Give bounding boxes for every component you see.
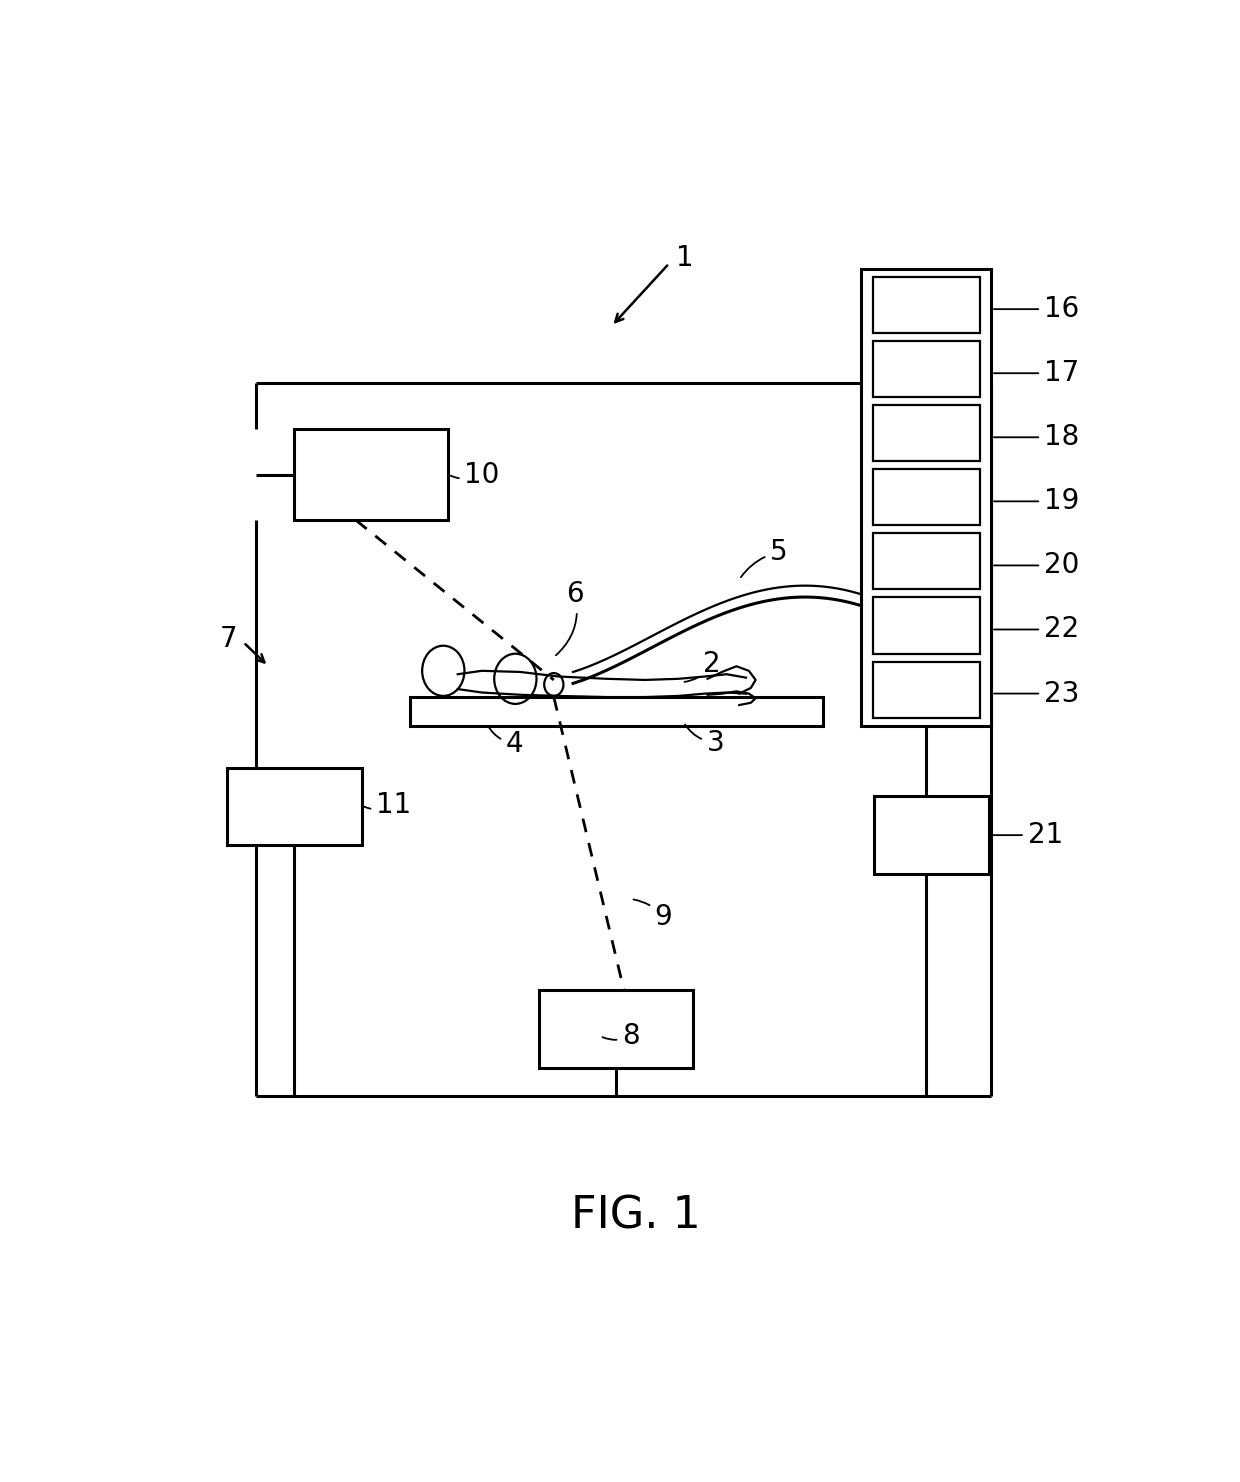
Bar — [873, 470, 980, 526]
Text: 5: 5 — [740, 538, 787, 576]
Text: 20: 20 — [993, 551, 1079, 579]
Bar — [409, 697, 823, 726]
Text: FIG. 1: FIG. 1 — [570, 1194, 701, 1237]
Text: 11: 11 — [365, 791, 412, 820]
Bar — [874, 796, 990, 874]
Bar — [873, 341, 980, 397]
Bar — [227, 768, 362, 845]
Text: 6: 6 — [556, 581, 584, 655]
Text: 22: 22 — [993, 615, 1079, 643]
Text: 19: 19 — [993, 488, 1079, 516]
Bar — [873, 597, 980, 654]
Text: 21: 21 — [992, 821, 1063, 849]
Text: 8: 8 — [603, 1023, 640, 1049]
Bar — [862, 270, 991, 726]
Text: 2: 2 — [684, 651, 720, 682]
Bar — [873, 661, 980, 717]
Text: 16: 16 — [993, 295, 1079, 323]
Text: 18: 18 — [993, 424, 1079, 452]
Bar — [294, 428, 448, 520]
Bar — [873, 405, 980, 461]
Text: 7: 7 — [219, 625, 237, 654]
Text: 17: 17 — [993, 359, 1079, 387]
Text: 3: 3 — [684, 725, 724, 757]
Text: 23: 23 — [993, 680, 1079, 707]
Text: 1: 1 — [676, 243, 693, 271]
Bar — [873, 534, 980, 590]
Text: 10: 10 — [450, 461, 500, 489]
Text: 9: 9 — [634, 900, 672, 931]
Text: 4: 4 — [487, 726, 523, 757]
Bar — [539, 990, 693, 1069]
Bar — [873, 277, 980, 333]
